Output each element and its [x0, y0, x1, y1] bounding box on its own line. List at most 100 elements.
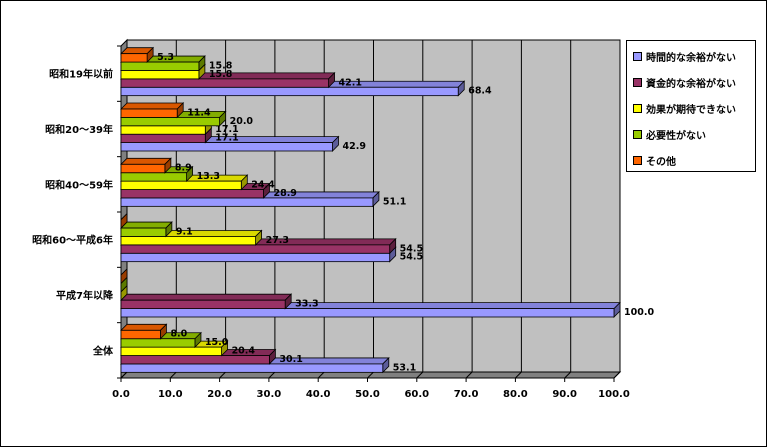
- data-label: 8.9: [175, 163, 192, 174]
- bar-top: [120, 102, 185, 110]
- bar: [120, 61, 200, 71]
- data-label: 20.0: [230, 116, 254, 127]
- bar: [120, 172, 187, 182]
- data-label: 11.4: [187, 107, 211, 118]
- bar: [120, 53, 148, 63]
- bar: [120, 197, 374, 207]
- bar: [120, 125, 206, 135]
- data-label: 17.1: [215, 133, 238, 144]
- bar: [120, 308, 615, 318]
- data-label: 15.8: [209, 60, 233, 71]
- bar: [120, 244, 391, 254]
- x-tick-label: 60.0: [404, 389, 429, 400]
- gridline-floor: [613, 371, 621, 379]
- gridline-floor: [219, 371, 226, 379]
- data-label: 53.1: [393, 362, 416, 373]
- gridline-floor: [169, 371, 177, 379]
- gridline-floor: [515, 371, 522, 379]
- category-label: 昭和20～39年: [45, 123, 113, 136]
- x-tick-label: 0.0: [112, 389, 130, 400]
- bar: [120, 108, 178, 118]
- bar-top: [120, 293, 293, 301]
- gridline-floor: [367, 371, 374, 379]
- bar: [120, 338, 196, 348]
- legend-swatch: [633, 129, 642, 139]
- bar: [120, 117, 220, 127]
- category-label: 平成7年以降: [56, 289, 114, 302]
- category-label: 全体: [92, 344, 114, 357]
- data-label: 24.4: [251, 180, 275, 191]
- data-label: 68.4: [468, 86, 492, 97]
- bar: [120, 355, 270, 365]
- bar: [120, 227, 167, 237]
- legend-label: 効果が期待できない: [646, 104, 736, 116]
- legend-swatch: [633, 155, 642, 165]
- x-tick-label: 50.0: [355, 389, 380, 400]
- x-tick-label: 80.0: [503, 389, 528, 400]
- data-label: 13.3: [197, 171, 220, 182]
- data-label: 15.8: [209, 69, 233, 80]
- legend-label: 資金的な余裕がない: [646, 78, 736, 90]
- data-label: 30.1: [279, 354, 302, 365]
- legend-label: 必要性がない: [646, 130, 706, 142]
- gridline-floor: [465, 371, 473, 379]
- data-label: 33.3: [295, 299, 318, 310]
- data-label: 51.1: [383, 196, 406, 207]
- gridline-floor: [120, 371, 128, 379]
- legend-item: 資金的な余裕がない: [633, 75, 736, 90]
- bar: [120, 189, 264, 199]
- bar: [120, 142, 333, 152]
- bar: [120, 180, 242, 190]
- x-tick-label: 70.0: [454, 389, 479, 400]
- bar-side: [120, 212, 128, 230]
- legend-item: 必要性がない: [633, 127, 706, 142]
- bar: [120, 236, 256, 246]
- data-label: 5.3: [157, 52, 174, 63]
- bar: [120, 78, 329, 88]
- data-label: 8.0: [170, 329, 187, 340]
- data-label: 42.1: [339, 77, 362, 88]
- category-label: 昭和19年以前: [49, 68, 113, 81]
- bar: [120, 299, 286, 310]
- data-label: 100.0: [624, 307, 654, 318]
- bar-top: [120, 157, 172, 165]
- gridline-floor: [564, 371, 572, 379]
- data-label: 20.4: [232, 346, 256, 357]
- gridline-floor: [416, 371, 424, 379]
- bar: [120, 346, 222, 356]
- bar: [120, 363, 384, 373]
- legend-label: 時間的な余裕がない: [646, 52, 736, 64]
- bar: [120, 133, 206, 143]
- category-label: 昭和40～59年: [45, 178, 113, 191]
- data-label: 42.9: [342, 141, 365, 152]
- data-label: 28.9: [273, 188, 296, 199]
- x-tick-label: 90.0: [552, 389, 577, 400]
- bar: [120, 163, 166, 174]
- data-label: 17.1: [215, 124, 238, 135]
- bar: [120, 70, 200, 80]
- x-tick-label: 100.0: [598, 389, 630, 400]
- legend-swatch: [633, 103, 642, 113]
- x-tick-label: 20.0: [207, 389, 232, 400]
- legend-item: 時間的な余裕がない: [633, 49, 736, 64]
- category-label: 昭和60～平成6年: [32, 234, 113, 247]
- legend-swatch: [633, 51, 642, 61]
- bar-top: [120, 221, 173, 229]
- x-tick-label: 40.0: [306, 389, 331, 400]
- data-label: 15.0: [205, 337, 229, 348]
- legend-swatch: [633, 77, 642, 87]
- legend-item: 効果が期待できない: [633, 101, 736, 116]
- gridline-floor: [317, 371, 325, 379]
- bar-top: [120, 323, 168, 331]
- data-label: 54.5: [400, 243, 423, 254]
- bar-side: [120, 268, 128, 285]
- x-tick-label: 10.0: [158, 389, 183, 400]
- x-tick-label: 30.0: [257, 389, 282, 400]
- bar: [120, 252, 391, 263]
- data-label: 54.5: [400, 252, 423, 263]
- legend: 時間的な余裕がない 資金的な余裕がない 効果が期待できない 必要性がないその他: [626, 40, 756, 172]
- gridline-floor: [268, 371, 276, 379]
- data-label: 9.1: [176, 226, 193, 237]
- legend-item: その他: [633, 153, 676, 168]
